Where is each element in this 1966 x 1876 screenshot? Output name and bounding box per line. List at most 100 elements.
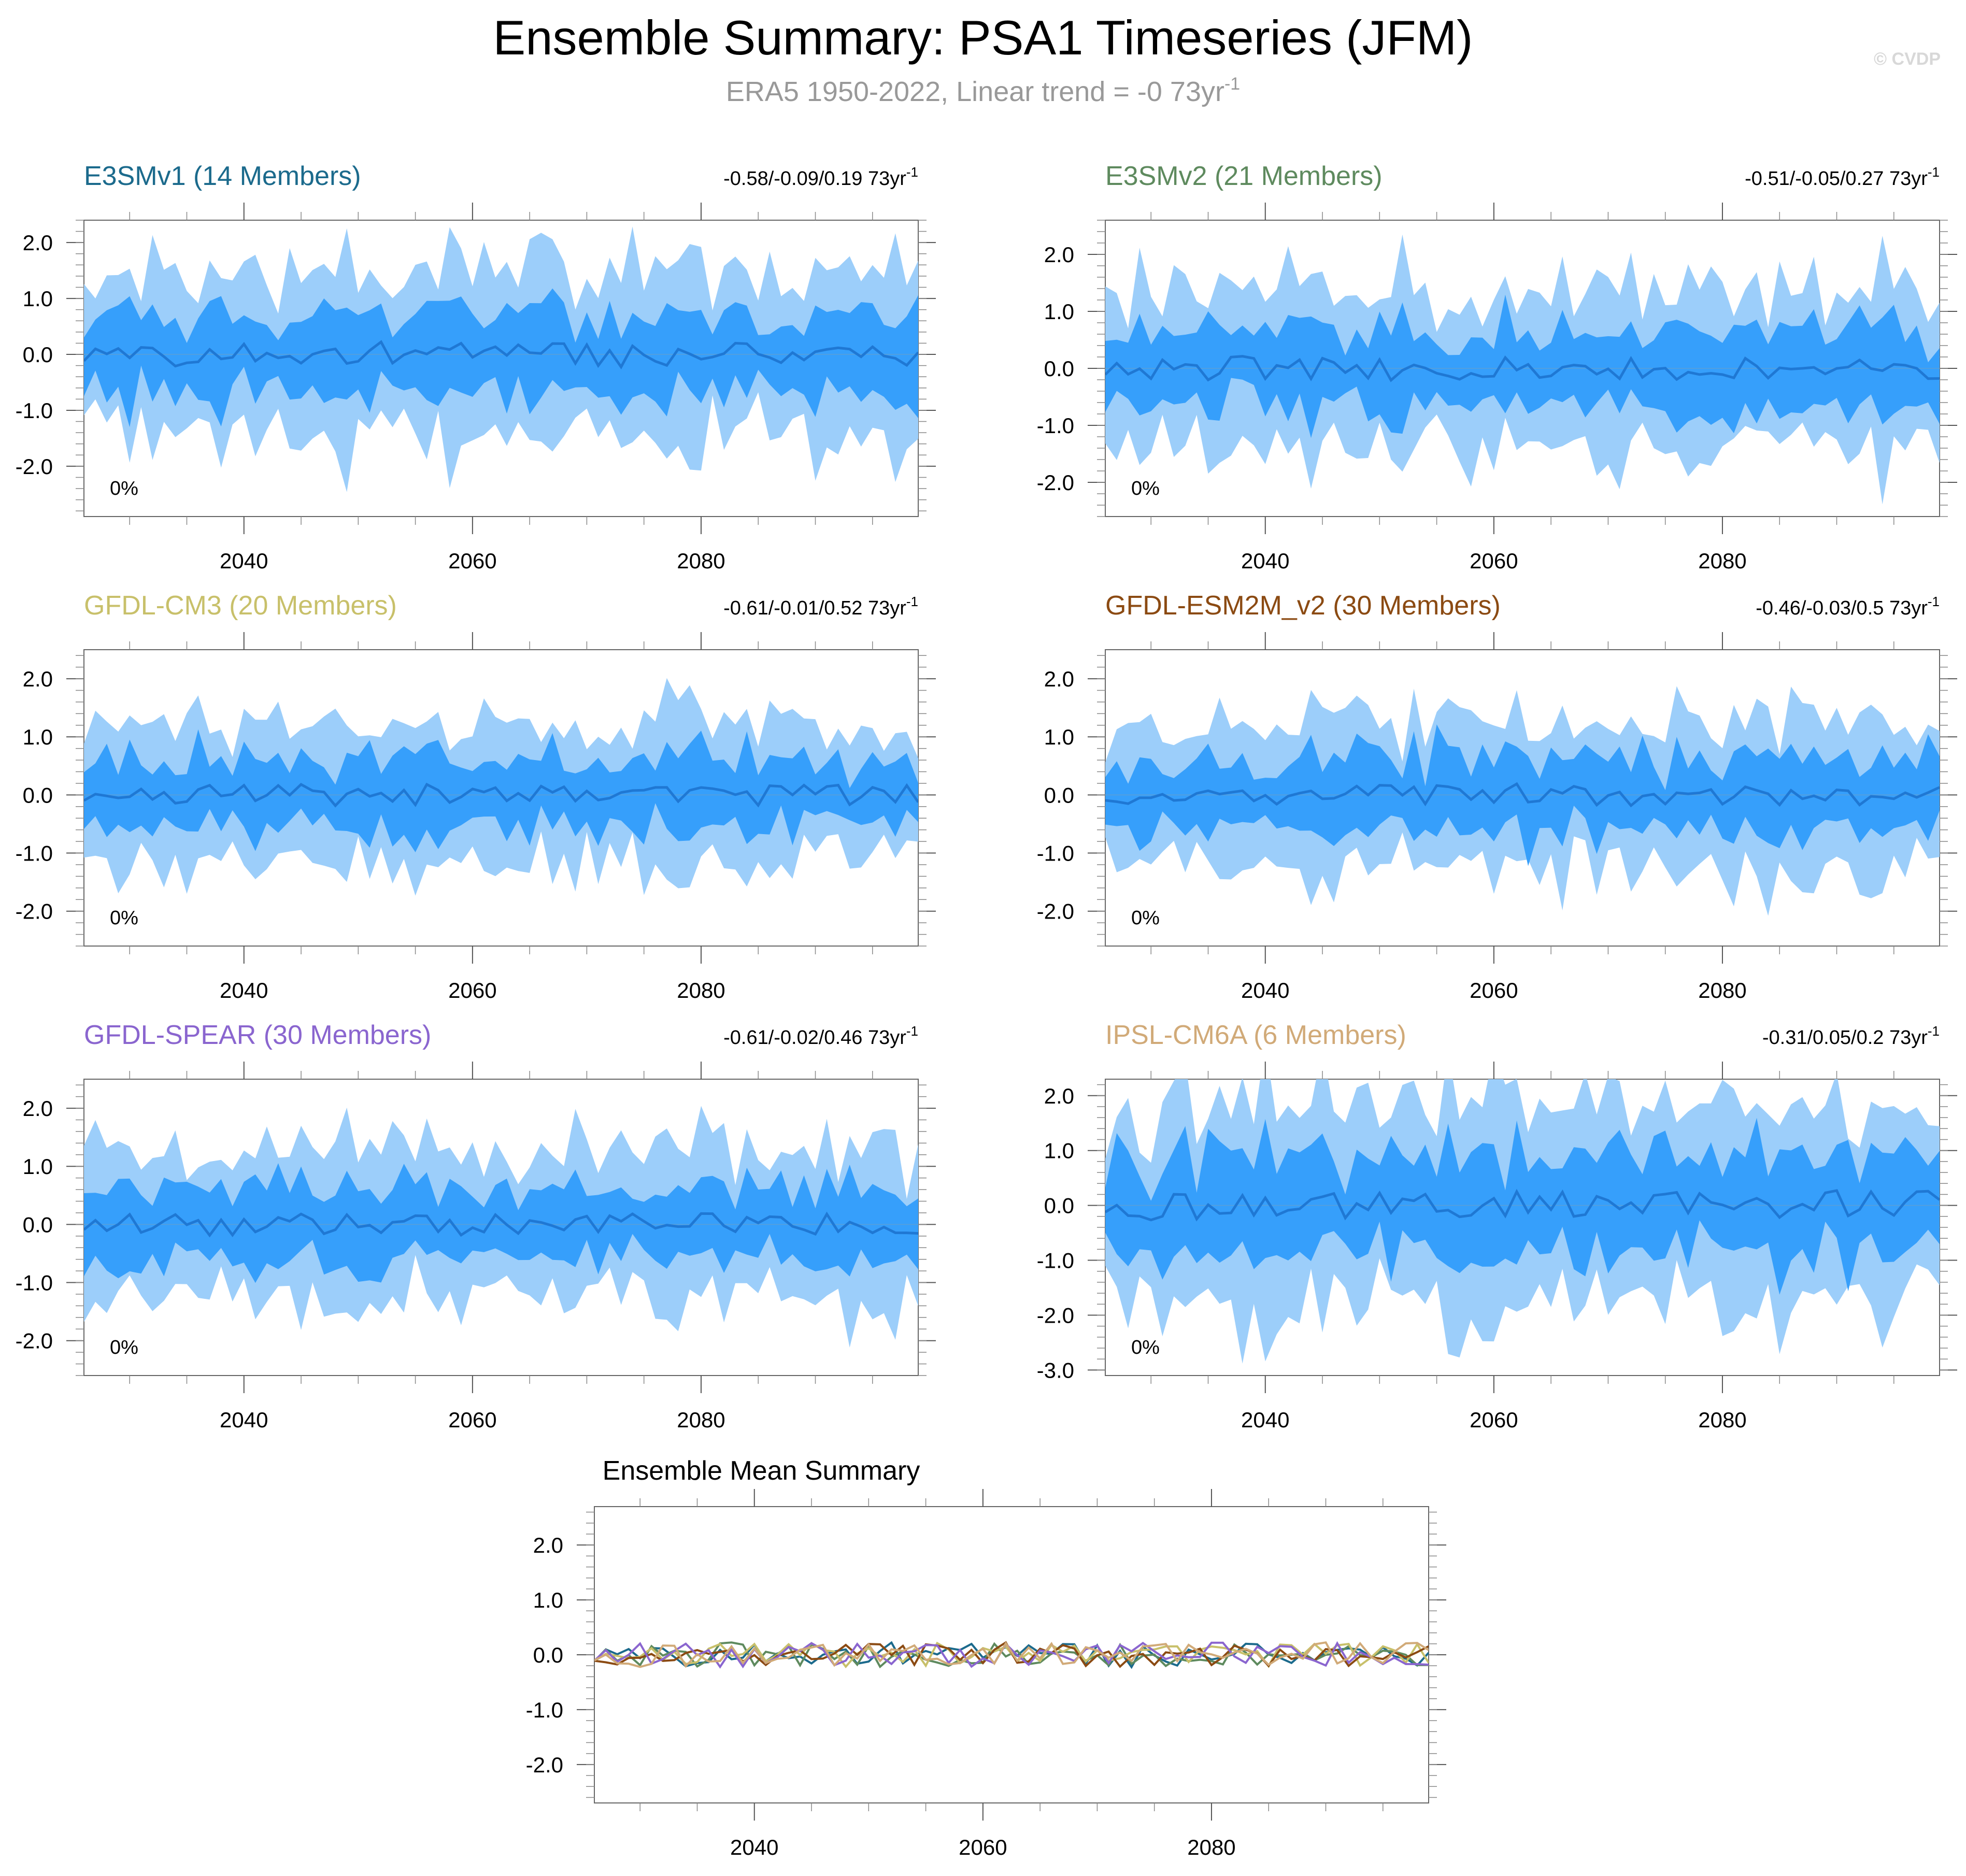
x-tick-label: 2060 — [1470, 549, 1518, 573]
panel-title: E3SMv1 (14 Members) — [84, 161, 361, 191]
trend-label-text: -0.46/-0.03/0.5 73yr — [1756, 597, 1928, 619]
x-tick-label: 2040 — [220, 978, 268, 1003]
y-tick-label: -1.0 — [526, 1698, 563, 1722]
y-tick-label: 1.0 — [23, 725, 53, 749]
x-tick-label: 2060 — [448, 549, 496, 573]
inner-spread-band — [84, 288, 918, 427]
y-tick-label: -1.0 — [1037, 841, 1074, 866]
trend-label: -0.58/-0.09/0.19 73yr-1 — [723, 164, 918, 190]
x-tick-label: 2080 — [1698, 978, 1746, 1003]
y-tick-label: 2.0 — [1044, 242, 1074, 267]
y-tick-label: -2.0 — [1037, 470, 1074, 495]
panel-title: GFDL-SPEAR (30 Members) — [84, 1020, 431, 1050]
panel-gfdl-esm2m-v2: GFDL-ESM2M_v2 (30 Members) -0.46/-0.03/0.… — [1037, 591, 1957, 1003]
trend-label-text: -0.31/0.05/0.2 73yr — [1762, 1027, 1928, 1049]
trend-label: -0.51/-0.05/0.27 73yr-1 — [1745, 164, 1940, 190]
panel-title: E3SMv2 (21 Members) — [1105, 161, 1383, 191]
y-tick-label: -2.0 — [16, 899, 53, 924]
y-tick-label: 2.0 — [23, 231, 53, 255]
series-line-ipsl-cm6a — [594, 1641, 1429, 1668]
trend-label-superscript: -1 — [906, 164, 918, 180]
trend-label: -0.46/-0.03/0.5 73yr-1 — [1756, 594, 1940, 619]
inner-spread-band — [84, 729, 918, 852]
x-tick-label: 2060 — [448, 978, 496, 1003]
x-tick-label: 2060 — [448, 1408, 496, 1432]
figure-title: Ensemble Summary: PSA1 Timeseries (JFM) — [493, 10, 1473, 65]
trend-label-superscript: -1 — [1928, 164, 1940, 180]
trend-label-text: -0.51/-0.05/0.27 73yr — [1745, 168, 1928, 190]
y-tick-label: 1.0 — [533, 1588, 563, 1612]
y-tick-label: -1.0 — [16, 398, 53, 423]
ensemble-mean-line — [1105, 1188, 1940, 1222]
plot-area — [1105, 1079, 1940, 1364]
y-tick-label: 2.0 — [1044, 667, 1074, 691]
x-tick-label: 2040 — [1241, 978, 1289, 1003]
panel-ipsl-cm6a: IPSL-CM6A (6 Members) -0.31/0.05/0.2 73yr… — [1037, 1020, 1957, 1432]
trend-label-superscript: -1 — [1928, 594, 1940, 609]
y-tick-label: -1.0 — [1037, 1249, 1074, 1273]
panel-gfdl-cm3: GFDL-CM3 (20 Members) -0.61/-0.01/0.52 73… — [16, 591, 936, 1003]
y-tick-label: -1.0 — [16, 841, 53, 866]
percent-label: 0% — [110, 907, 138, 929]
y-tick-label: -2.0 — [1037, 899, 1074, 924]
plot-area — [594, 1641, 1429, 1669]
x-tick-label: 2060 — [959, 1835, 1007, 1859]
panel-ensemble-mean: Ensemble Mean Summary -2.0 -1.0 0.0 1.0 2.0 20… — [526, 1456, 1446, 1859]
x-tick-label: 2080 — [1698, 549, 1746, 573]
x-tick-label: 2080 — [1698, 1408, 1746, 1432]
trend-label-superscript: -1 — [906, 1023, 918, 1039]
y-tick-label: 2.0 — [1044, 1084, 1074, 1108]
y-tick-label: 0.0 — [23, 783, 53, 807]
x-tick-label: 2080 — [677, 549, 725, 573]
ensemble-mean-line — [1105, 355, 1940, 382]
y-tick-label: -1.0 — [16, 1271, 53, 1295]
percent-label: 0% — [1131, 907, 1160, 929]
plot-area — [1105, 234, 1940, 505]
trend-label-superscript: -1 — [906, 594, 918, 609]
x-tick-label: 2080 — [677, 1408, 725, 1432]
trend-label: -0.61/-0.01/0.52 73yr-1 — [723, 594, 918, 619]
watermark: © CVDP — [1874, 49, 1941, 69]
inner-spread-band — [84, 1163, 918, 1283]
panel-title: IPSL-CM6A (6 Members) — [1105, 1020, 1406, 1050]
y-tick-label: 1.0 — [23, 1154, 53, 1179]
y-tick-label: -3.0 — [1037, 1358, 1074, 1382]
panel-e3smv2: E3SMv2 (21 Members) -0.51/-0.05/0.27 73yr… — [1037, 161, 1957, 573]
trend-label: -0.61/-0.02/0.46 73yr-1 — [723, 1023, 918, 1049]
ensemble-mean-line — [84, 782, 918, 808]
y-tick-label: 2.0 — [23, 667, 53, 691]
x-tick-label: 2080 — [1187, 1835, 1235, 1859]
x-tick-label: 2040 — [730, 1835, 778, 1859]
plot-area — [84, 1106, 918, 1348]
subtitle-text: ERA5 1950-2022, Linear trend = -0 73yr — [726, 76, 1224, 107]
x-tick-label: 2040 — [1241, 1408, 1289, 1432]
trend-label-text: -0.58/-0.09/0.19 73yr — [723, 168, 906, 190]
y-tick-label: 0.0 — [1044, 356, 1074, 381]
panel-title: GFDL-ESM2M_v2 (30 Members) — [1105, 591, 1501, 621]
subtitle-superscript: -1 — [1224, 74, 1240, 94]
y-tick-label: 2.0 — [533, 1533, 563, 1557]
y-tick-label: 1.0 — [1044, 1139, 1074, 1163]
trend-label: -0.31/0.05/0.2 73yr-1 — [1762, 1023, 1940, 1049]
percent-label: 0% — [110, 478, 138, 499]
y-tick-label: 2.0 — [23, 1096, 53, 1121]
plot-area — [84, 678, 918, 896]
series-line-gfdl-spear — [594, 1641, 1429, 1669]
y-tick-label: 1.0 — [1044, 725, 1074, 749]
plot-area — [84, 226, 918, 492]
panel-gfdl-spear: GFDL-SPEAR (30 Members) -0.61/-0.02/0.46 … — [16, 1020, 936, 1432]
y-tick-label: 0.0 — [1044, 1194, 1074, 1218]
y-tick-label: -2.0 — [1037, 1303, 1074, 1327]
ensemble-mean-line — [84, 1211, 918, 1238]
x-tick-label: 2060 — [1470, 978, 1518, 1003]
x-tick-label: 2040 — [220, 1408, 268, 1432]
y-tick-label: 1.0 — [1044, 299, 1074, 324]
percent-label: 0% — [110, 1337, 138, 1358]
x-tick-label: 2040 — [1241, 549, 1289, 573]
percent-label: 0% — [1131, 1337, 1160, 1358]
y-tick-label: -1.0 — [1037, 413, 1074, 438]
panel-title: Ensemble Mean Summary — [603, 1456, 920, 1486]
y-tick-label: 0.0 — [1044, 783, 1074, 807]
ensemble-mean-line — [1105, 782, 1940, 808]
